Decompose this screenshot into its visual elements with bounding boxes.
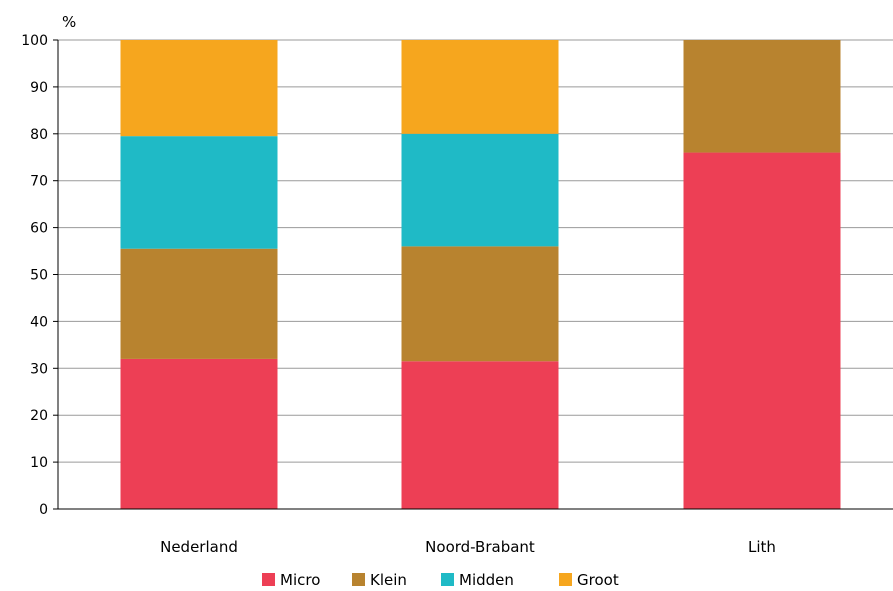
y-tick-label-80: 80 <box>30 127 48 143</box>
y-tick-label-100: 100 <box>21 33 48 49</box>
x-label-lith: Lith <box>748 538 776 556</box>
legend: Micro Klein Midden Groot <box>262 571 619 589</box>
y-tick-label-0: 0 <box>39 502 48 518</box>
y-tick-label-20: 20 <box>30 408 48 424</box>
bar-nederland-groot <box>120 40 278 137</box>
x-label-nederland: Nederland <box>160 538 238 556</box>
y-tick-labels: 0 10 20 30 40 50 60 70 80 90 100 <box>21 33 58 518</box>
bar-noord-brabant-groot <box>401 40 559 134</box>
y-tick-label-60: 60 <box>30 221 48 237</box>
legend-label-midden: Midden <box>459 571 514 589</box>
y-tick-label-40: 40 <box>30 314 48 330</box>
bars <box>120 40 841 509</box>
legend-swatch-midden <box>441 573 454 586</box>
bar-noord-brabant-klein <box>401 246 559 362</box>
y-tick-label-90: 90 <box>30 80 48 96</box>
bar-noord-brabant-micro <box>401 361 559 509</box>
legend-label-klein: Klein <box>370 571 407 589</box>
legend-label-groot: Groot <box>577 571 619 589</box>
bar-lith-micro <box>683 152 841 509</box>
y-tick-label-30: 30 <box>30 361 48 377</box>
bar-nederland-klein <box>120 248 278 359</box>
bar-nederland-midden <box>120 136 278 249</box>
y-axis-unit-label: % <box>62 13 76 31</box>
x-category-labels: Nederland Noord-Brabant Lith <box>160 538 776 556</box>
bar-nederland-micro <box>120 358 278 509</box>
y-tick-label-50: 50 <box>30 268 48 284</box>
y-tick-label-10: 10 <box>30 455 48 471</box>
bar-lith-klein <box>683 40 841 153</box>
legend-swatch-klein <box>352 573 365 586</box>
bar-noord-brabant-midden <box>401 133 559 247</box>
y-tick-label-70: 70 <box>30 174 48 190</box>
x-label-noord-brabant: Noord-Brabant <box>425 538 535 556</box>
legend-swatch-groot <box>559 573 572 586</box>
legend-swatch-micro <box>262 573 275 586</box>
legend-label-micro: Micro <box>280 571 320 589</box>
